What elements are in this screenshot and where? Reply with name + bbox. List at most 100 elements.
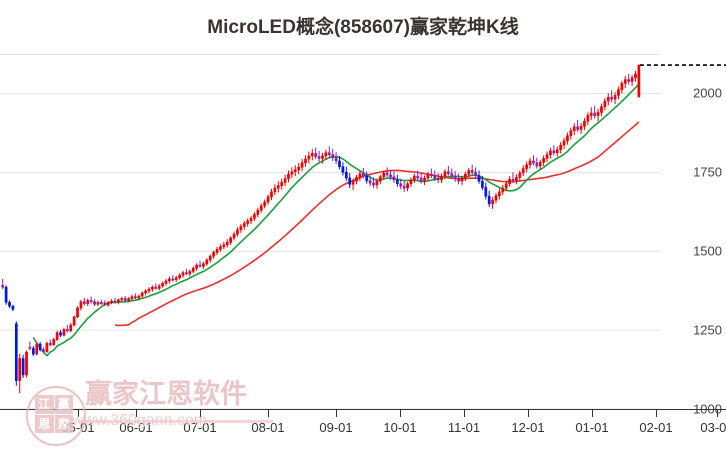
candle-body bbox=[443, 171, 447, 177]
plot-area[interactable] bbox=[0, 54, 660, 409]
candle-body bbox=[375, 180, 379, 186]
candle-body bbox=[378, 176, 382, 182]
candle-body bbox=[596, 112, 600, 116]
candle-body bbox=[287, 173, 290, 179]
candle-body bbox=[525, 164, 528, 169]
x-axis-line bbox=[0, 409, 726, 410]
candle-body bbox=[82, 301, 86, 304]
x-axis: 05-01 06-01 07-01 08-01 09-01 10-01 11-01 12-01… bbox=[0, 409, 726, 450]
candle-body bbox=[324, 152, 328, 157]
candle-body bbox=[123, 298, 127, 301]
candle-body bbox=[52, 339, 56, 345]
candle-body bbox=[593, 112, 597, 116]
candle-body bbox=[457, 178, 460, 182]
candle-body bbox=[419, 177, 423, 182]
candle-body bbox=[627, 79, 631, 82]
candle-body bbox=[453, 175, 457, 179]
candle-body bbox=[174, 277, 178, 280]
candle-body bbox=[45, 343, 49, 352]
candle-body bbox=[623, 79, 627, 84]
candle-body bbox=[215, 249, 219, 253]
candle-body bbox=[310, 153, 314, 157]
candle-body bbox=[358, 173, 362, 178]
candle-body bbox=[355, 177, 358, 182]
x-tick bbox=[400, 410, 401, 417]
candle-body bbox=[474, 172, 477, 176]
candle-body bbox=[508, 178, 511, 184]
y-axis: 2000 1750 1500 1250 1000 bbox=[660, 54, 726, 417]
candle-body bbox=[610, 96, 614, 100]
x-tick bbox=[592, 410, 593, 417]
candle-body bbox=[637, 64, 641, 97]
candle-body bbox=[280, 182, 284, 186]
candle-body bbox=[518, 172, 522, 178]
candle-body bbox=[511, 178, 515, 181]
candle-body bbox=[338, 160, 341, 167]
candlestick-series bbox=[1, 64, 641, 394]
candle-body bbox=[4, 286, 8, 303]
x-tick bbox=[268, 410, 269, 417]
candle-body bbox=[178, 274, 181, 279]
candle-body bbox=[117, 299, 120, 303]
candle-body bbox=[96, 302, 100, 305]
x-tick bbox=[78, 410, 79, 417]
candle-body bbox=[48, 343, 52, 345]
candle-body bbox=[620, 83, 624, 90]
candle-body bbox=[229, 237, 232, 243]
candle-body bbox=[494, 195, 498, 201]
candle-body bbox=[460, 177, 464, 182]
x-tick bbox=[200, 410, 201, 417]
candle-body bbox=[600, 106, 603, 113]
candle-body bbox=[382, 172, 386, 178]
candle-body bbox=[168, 278, 171, 282]
candle-body bbox=[321, 155, 324, 159]
candle-body bbox=[69, 324, 73, 332]
candle-body bbox=[38, 343, 42, 350]
x-tick-label: 03-01 bbox=[700, 420, 726, 435]
x-tick-label: 10-01 bbox=[383, 420, 417, 435]
candle-body bbox=[110, 300, 113, 303]
x-tick bbox=[717, 410, 718, 417]
x-tick-label: 02-01 bbox=[639, 420, 673, 435]
candle-body bbox=[576, 126, 580, 130]
candle-body bbox=[372, 182, 375, 186]
candle-body bbox=[219, 246, 222, 250]
candle-body bbox=[191, 267, 195, 272]
ma-slow-line bbox=[114, 121, 640, 327]
x-tick-label: 05-01 bbox=[61, 420, 95, 435]
candle-body bbox=[613, 95, 617, 100]
candle-body bbox=[25, 351, 28, 376]
candle-body bbox=[113, 300, 117, 303]
candle-body bbox=[579, 125, 583, 130]
x-tick-label: 01-01 bbox=[575, 420, 609, 435]
candle-body bbox=[28, 346, 32, 349]
candle-body bbox=[555, 149, 559, 154]
candle-body bbox=[559, 144, 562, 150]
candle-body bbox=[35, 343, 39, 355]
candle-body bbox=[307, 155, 311, 160]
ma-fast-line bbox=[32, 83, 640, 357]
x-tick bbox=[656, 410, 657, 417]
candle-body bbox=[450, 173, 454, 177]
candle-body bbox=[273, 187, 277, 193]
x-tick bbox=[136, 410, 137, 417]
candle-body bbox=[188, 271, 192, 275]
candle-body bbox=[208, 255, 212, 261]
candle-body bbox=[436, 178, 440, 181]
candle-body bbox=[79, 301, 83, 309]
candle-body bbox=[21, 358, 25, 376]
candle-body bbox=[552, 150, 556, 154]
candle-body bbox=[161, 283, 164, 287]
candle-body bbox=[300, 162, 304, 168]
candle-body bbox=[246, 220, 250, 224]
candle-body bbox=[293, 169, 297, 173]
candle-body bbox=[634, 73, 637, 78]
candle-body bbox=[481, 180, 484, 188]
candle-body bbox=[100, 302, 103, 304]
candle-body bbox=[331, 154, 335, 159]
candle-body bbox=[76, 307, 79, 318]
x-tick-label: 06-01 bbox=[119, 420, 153, 435]
candle-body bbox=[515, 177, 518, 181]
candle-body bbox=[62, 329, 66, 336]
